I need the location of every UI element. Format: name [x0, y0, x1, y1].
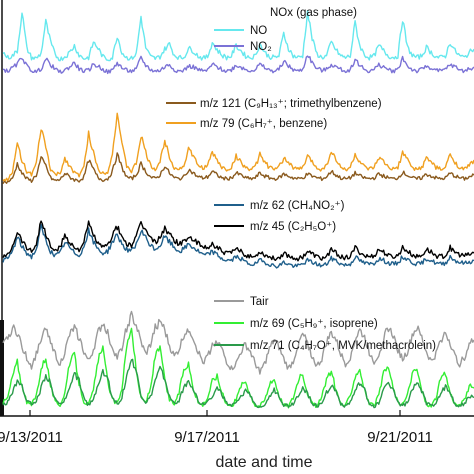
legend-label-no: NO	[250, 25, 267, 37]
legend-label-mz71: m/z 71 (C₄H₇O⁺, MVK/methacrolein)	[250, 340, 436, 352]
series-line-oxygenates-0	[2, 223, 474, 269]
legend-label-mz62: m/z 62 (CH₄NO₂⁺)	[250, 200, 345, 212]
x-axis-title: date and time	[216, 454, 313, 471]
legend-label-mz79: m/z 79 (C₆H₇⁺, benzene)	[200, 118, 327, 130]
legend-label-mz45: m/z 45 (C₂H₅O⁺)	[250, 221, 336, 233]
series-layer	[2, 10, 474, 409]
series-line-biogenic-2	[2, 358, 474, 409]
legend-label-tair: Tair	[250, 296, 269, 308]
series-line-nox-0	[2, 10, 474, 62]
x-tick-label-0921: 9/21/2011	[367, 429, 433, 446]
legend-label-mz121: m/z 121 (C₉H₁₃⁺; trimethylbenzene)	[200, 98, 382, 110]
legend-label-no2: NO₂	[250, 41, 272, 53]
x-tick-label-0917: 9/17/2011	[174, 429, 240, 446]
legend-label-mz69: m/z 69 (C₅H₉⁺, isoprene)	[250, 318, 378, 330]
series-line-aromatics-0	[2, 152, 474, 185]
x-tick-label-0913: 9/13/2011	[0, 429, 63, 446]
legend-title-nox: NOx (gas phase)	[270, 7, 357, 19]
series-line-aromatics-1	[2, 112, 474, 182]
series-line-nox-1	[2, 55, 474, 75]
series-line-oxygenates-1	[2, 220, 474, 262]
series-line-biogenic-0	[2, 310, 474, 375]
